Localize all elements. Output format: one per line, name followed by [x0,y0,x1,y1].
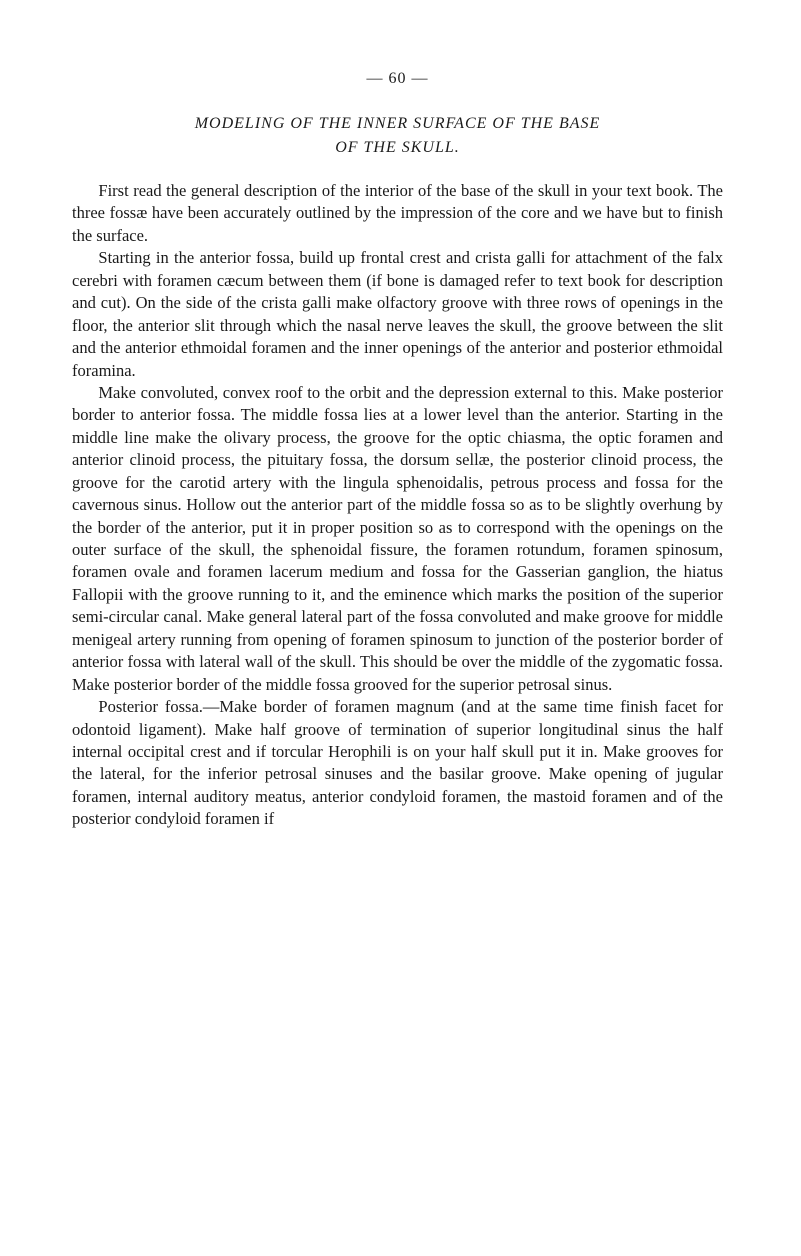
paragraph-2: Starting in the anterior fossa, build up… [72,247,723,382]
document-page: — 60 — MODELING OF THE INNER SURFACE OF … [0,0,801,1256]
page-number: — 60 — [72,70,723,88]
title-block: MODELING OF THE INNER SURFACE OF THE BAS… [72,112,723,160]
title-line-2: OF THE SKULL. [72,136,723,160]
title-line-1: MODELING OF THE INNER SURFACE OF THE BAS… [72,112,723,136]
paragraph-1: First read the general description of th… [72,180,723,247]
paragraph-3: Make convoluted, convex roof to the orbi… [72,382,723,696]
paragraph-4: Posterior fossa.—Make border of foramen … [72,696,723,831]
